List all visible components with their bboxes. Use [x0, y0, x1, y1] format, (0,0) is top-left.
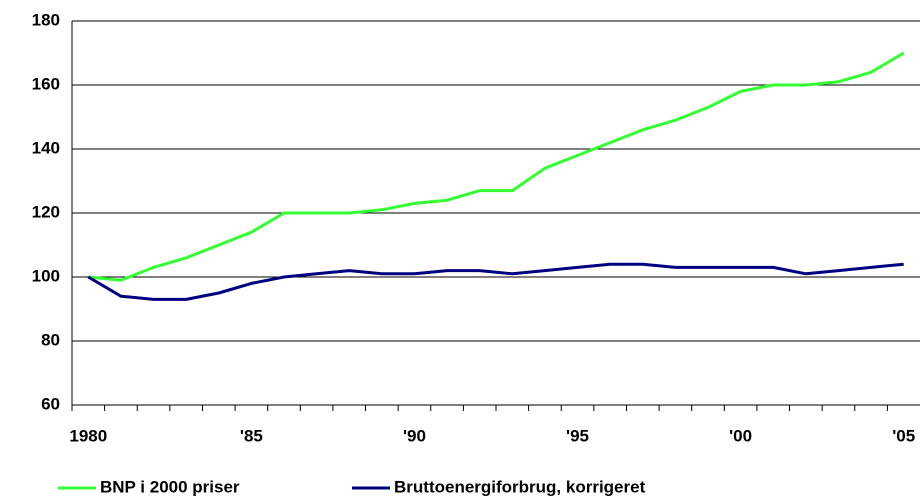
x-tick-label: '05 — [892, 426, 915, 445]
y-tick-label: 100 — [32, 266, 60, 285]
x-tick-label: '85 — [240, 426, 263, 445]
y-tick-label: 120 — [32, 202, 60, 221]
y-tick-label: 60 — [41, 394, 60, 413]
x-tick-label: '90 — [403, 426, 426, 445]
x-tick-label: 1980 — [69, 426, 107, 445]
y-tick-label: 180 — [32, 10, 60, 29]
y-tick-label: 80 — [41, 330, 60, 349]
series-line — [88, 51, 905, 282]
y-tick-label: 160 — [32, 74, 60, 93]
y-tick-label: 140 — [32, 138, 60, 157]
x-tick-label: '95 — [566, 426, 589, 445]
x-tick-label: '00 — [729, 426, 752, 445]
series-line — [87, 262, 904, 301]
legend-label: BNP i 2000 priser — [100, 477, 240, 496]
legend-label: Bruttoenergiforbrug, korrigeret — [394, 477, 646, 496]
